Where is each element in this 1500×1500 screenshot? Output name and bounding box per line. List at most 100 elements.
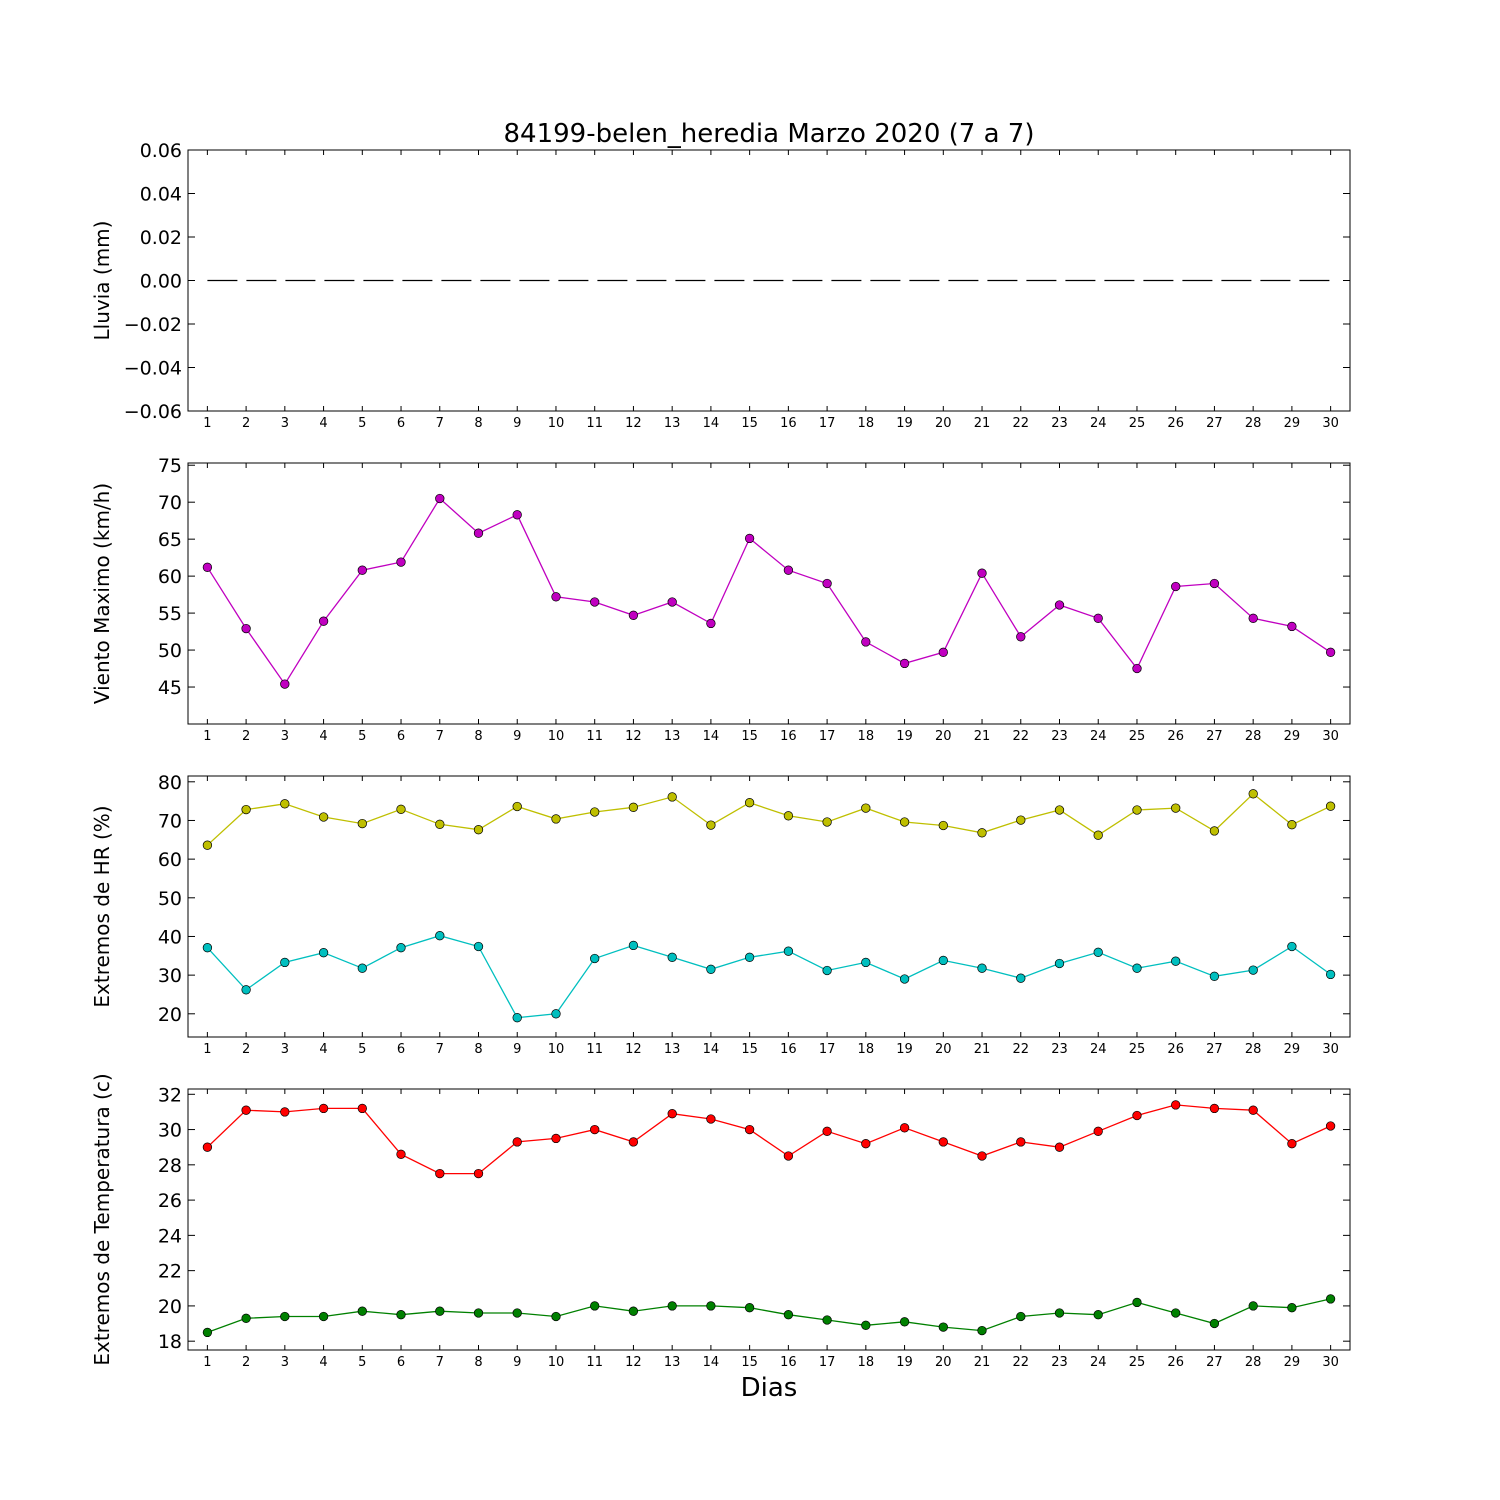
data-point <box>744 1124 755 1135</box>
series-line-1 <box>206 1104 1331 1175</box>
x-tick-label: 14 <box>703 1355 720 1370</box>
data-point <box>977 963 987 973</box>
data-point <box>861 803 871 813</box>
data-point <box>1248 1301 1258 1311</box>
data-point <box>551 1009 561 1019</box>
x-tick-label: 19 <box>896 1042 913 1057</box>
x-tick-label: 12 <box>625 1355 642 1370</box>
x-tick-label: 16 <box>780 416 797 431</box>
x-tick-label: 30 <box>1322 1355 1339 1370</box>
data-point <box>357 818 367 829</box>
data-point <box>822 965 832 976</box>
x-tick-label: 3 <box>281 729 289 744</box>
x-tick-label: 22 <box>1012 1042 1029 1057</box>
x-tick-label: 28 <box>1245 1042 1262 1057</box>
panel-1: 1 2 3 4 5 6 7 8 9 10 11 12 13 14 15 16 17 18 19 20 21 22 23 24 2… <box>90 140 1351 431</box>
data-point <box>1209 971 1220 981</box>
x-tick-label: 20 <box>935 416 952 431</box>
panel-2: 1 2 3 4 5 6 7 8 9 10 11 12 13 14 15 16 17 18 19 20 21 22 23 24 2… <box>90 455 1351 744</box>
x-tick-label: 2 <box>242 1355 250 1370</box>
x-tick-label: 20 <box>935 729 952 744</box>
x-tick-label: 27 <box>1206 1042 1223 1057</box>
x-tick-label: 1 <box>203 729 211 744</box>
x-tick-label: 15 <box>741 416 758 431</box>
x-tick-label: 4 <box>319 1042 327 1057</box>
data-point <box>667 952 677 962</box>
data-point <box>241 1313 251 1323</box>
data-point <box>1287 1303 1297 1313</box>
data-point <box>1054 805 1065 815</box>
data-point <box>1248 789 1258 799</box>
data-point <box>1248 1105 1258 1115</box>
data-point <box>667 1109 677 1119</box>
x-tick-label: 6 <box>397 1042 405 1057</box>
x-tick-label: 10 <box>548 416 565 431</box>
axes-frame <box>187 1088 1351 1351</box>
x-tick-label: 20 <box>935 1042 952 1057</box>
data-point <box>1209 826 1220 836</box>
x-tick-label: 16 <box>780 729 797 744</box>
x-tick-label: 8 <box>474 1355 482 1370</box>
x-tick-label: 11 <box>586 729 603 744</box>
x-tick-label: 21 <box>974 729 991 744</box>
x-tick-label: 11 <box>586 1355 603 1370</box>
x-tick-label: 18 <box>858 729 875 744</box>
y-tick-label: 45 <box>158 677 182 699</box>
data-point <box>1287 941 1297 952</box>
x-tick-label: 27 <box>1206 1355 1223 1370</box>
y-tick-label: 60 <box>158 566 182 588</box>
data-point <box>1054 958 1065 969</box>
data-point <box>435 1306 445 1316</box>
y-tick-label: −0.02 <box>124 314 182 336</box>
y-tick-label: 0.02 <box>140 227 182 249</box>
x-tick-label: 23 <box>1051 416 1068 431</box>
x-tick-label: 23 <box>1051 1042 1068 1057</box>
x-tick-label: 21 <box>974 416 991 431</box>
x-tick-label: 18 <box>858 416 875 431</box>
data-point <box>861 1139 871 1149</box>
data-point <box>744 952 755 962</box>
data-point <box>435 1168 445 1179</box>
data-point <box>473 1308 484 1318</box>
data-point <box>1093 947 1103 957</box>
data-point <box>241 985 251 995</box>
y-tick-label: 50 <box>158 640 182 662</box>
data-point <box>318 948 329 958</box>
data-point <box>628 1137 639 1147</box>
y-axis-label: Extremos de HR (%) <box>90 805 114 1007</box>
x-tick-label: 5 <box>358 1042 366 1057</box>
data-point <box>202 1142 213 1152</box>
data-point <box>1093 1126 1103 1136</box>
x-tick-label: 21 <box>974 1355 991 1370</box>
data-point <box>783 565 794 575</box>
y-tick-label: 40 <box>158 926 182 948</box>
x-tick-label: 9 <box>513 1355 521 1370</box>
data-point <box>938 1137 948 1147</box>
y-axis-label: Extremos de Temperatura (c) <box>90 1073 114 1365</box>
data-point <box>938 820 948 831</box>
data-point <box>1325 1294 1336 1304</box>
data-point <box>1248 613 1258 623</box>
data-point <box>512 1013 522 1023</box>
y-tick-label: 0.04 <box>140 184 182 206</box>
x-tick-label: 30 <box>1322 416 1339 431</box>
x-axis-label: Dias <box>741 1373 798 1403</box>
data-point <box>899 974 910 984</box>
y-tick-label: −0.04 <box>124 358 182 380</box>
data-point <box>1209 1318 1220 1329</box>
y-tick-label: 70 <box>158 492 182 514</box>
data-point <box>318 616 329 626</box>
x-tick-label: 7 <box>436 416 444 431</box>
data-point <box>783 946 794 956</box>
data-point <box>435 819 445 829</box>
data-point <box>590 953 600 964</box>
data-point <box>706 1114 716 1124</box>
x-tick-label: 8 <box>474 416 482 431</box>
x-tick-label: 5 <box>358 729 366 744</box>
panel-4: 1 2 3 4 5 6 7 8 9 10 11 12 13 14 15 16 17 18 19 20 21 22 23 24 2… <box>90 1073 1351 1370</box>
data-point <box>1325 969 1336 980</box>
data-point <box>318 1311 329 1322</box>
data-point <box>1054 1142 1065 1152</box>
data-point <box>822 578 832 589</box>
data-point <box>899 1123 910 1133</box>
